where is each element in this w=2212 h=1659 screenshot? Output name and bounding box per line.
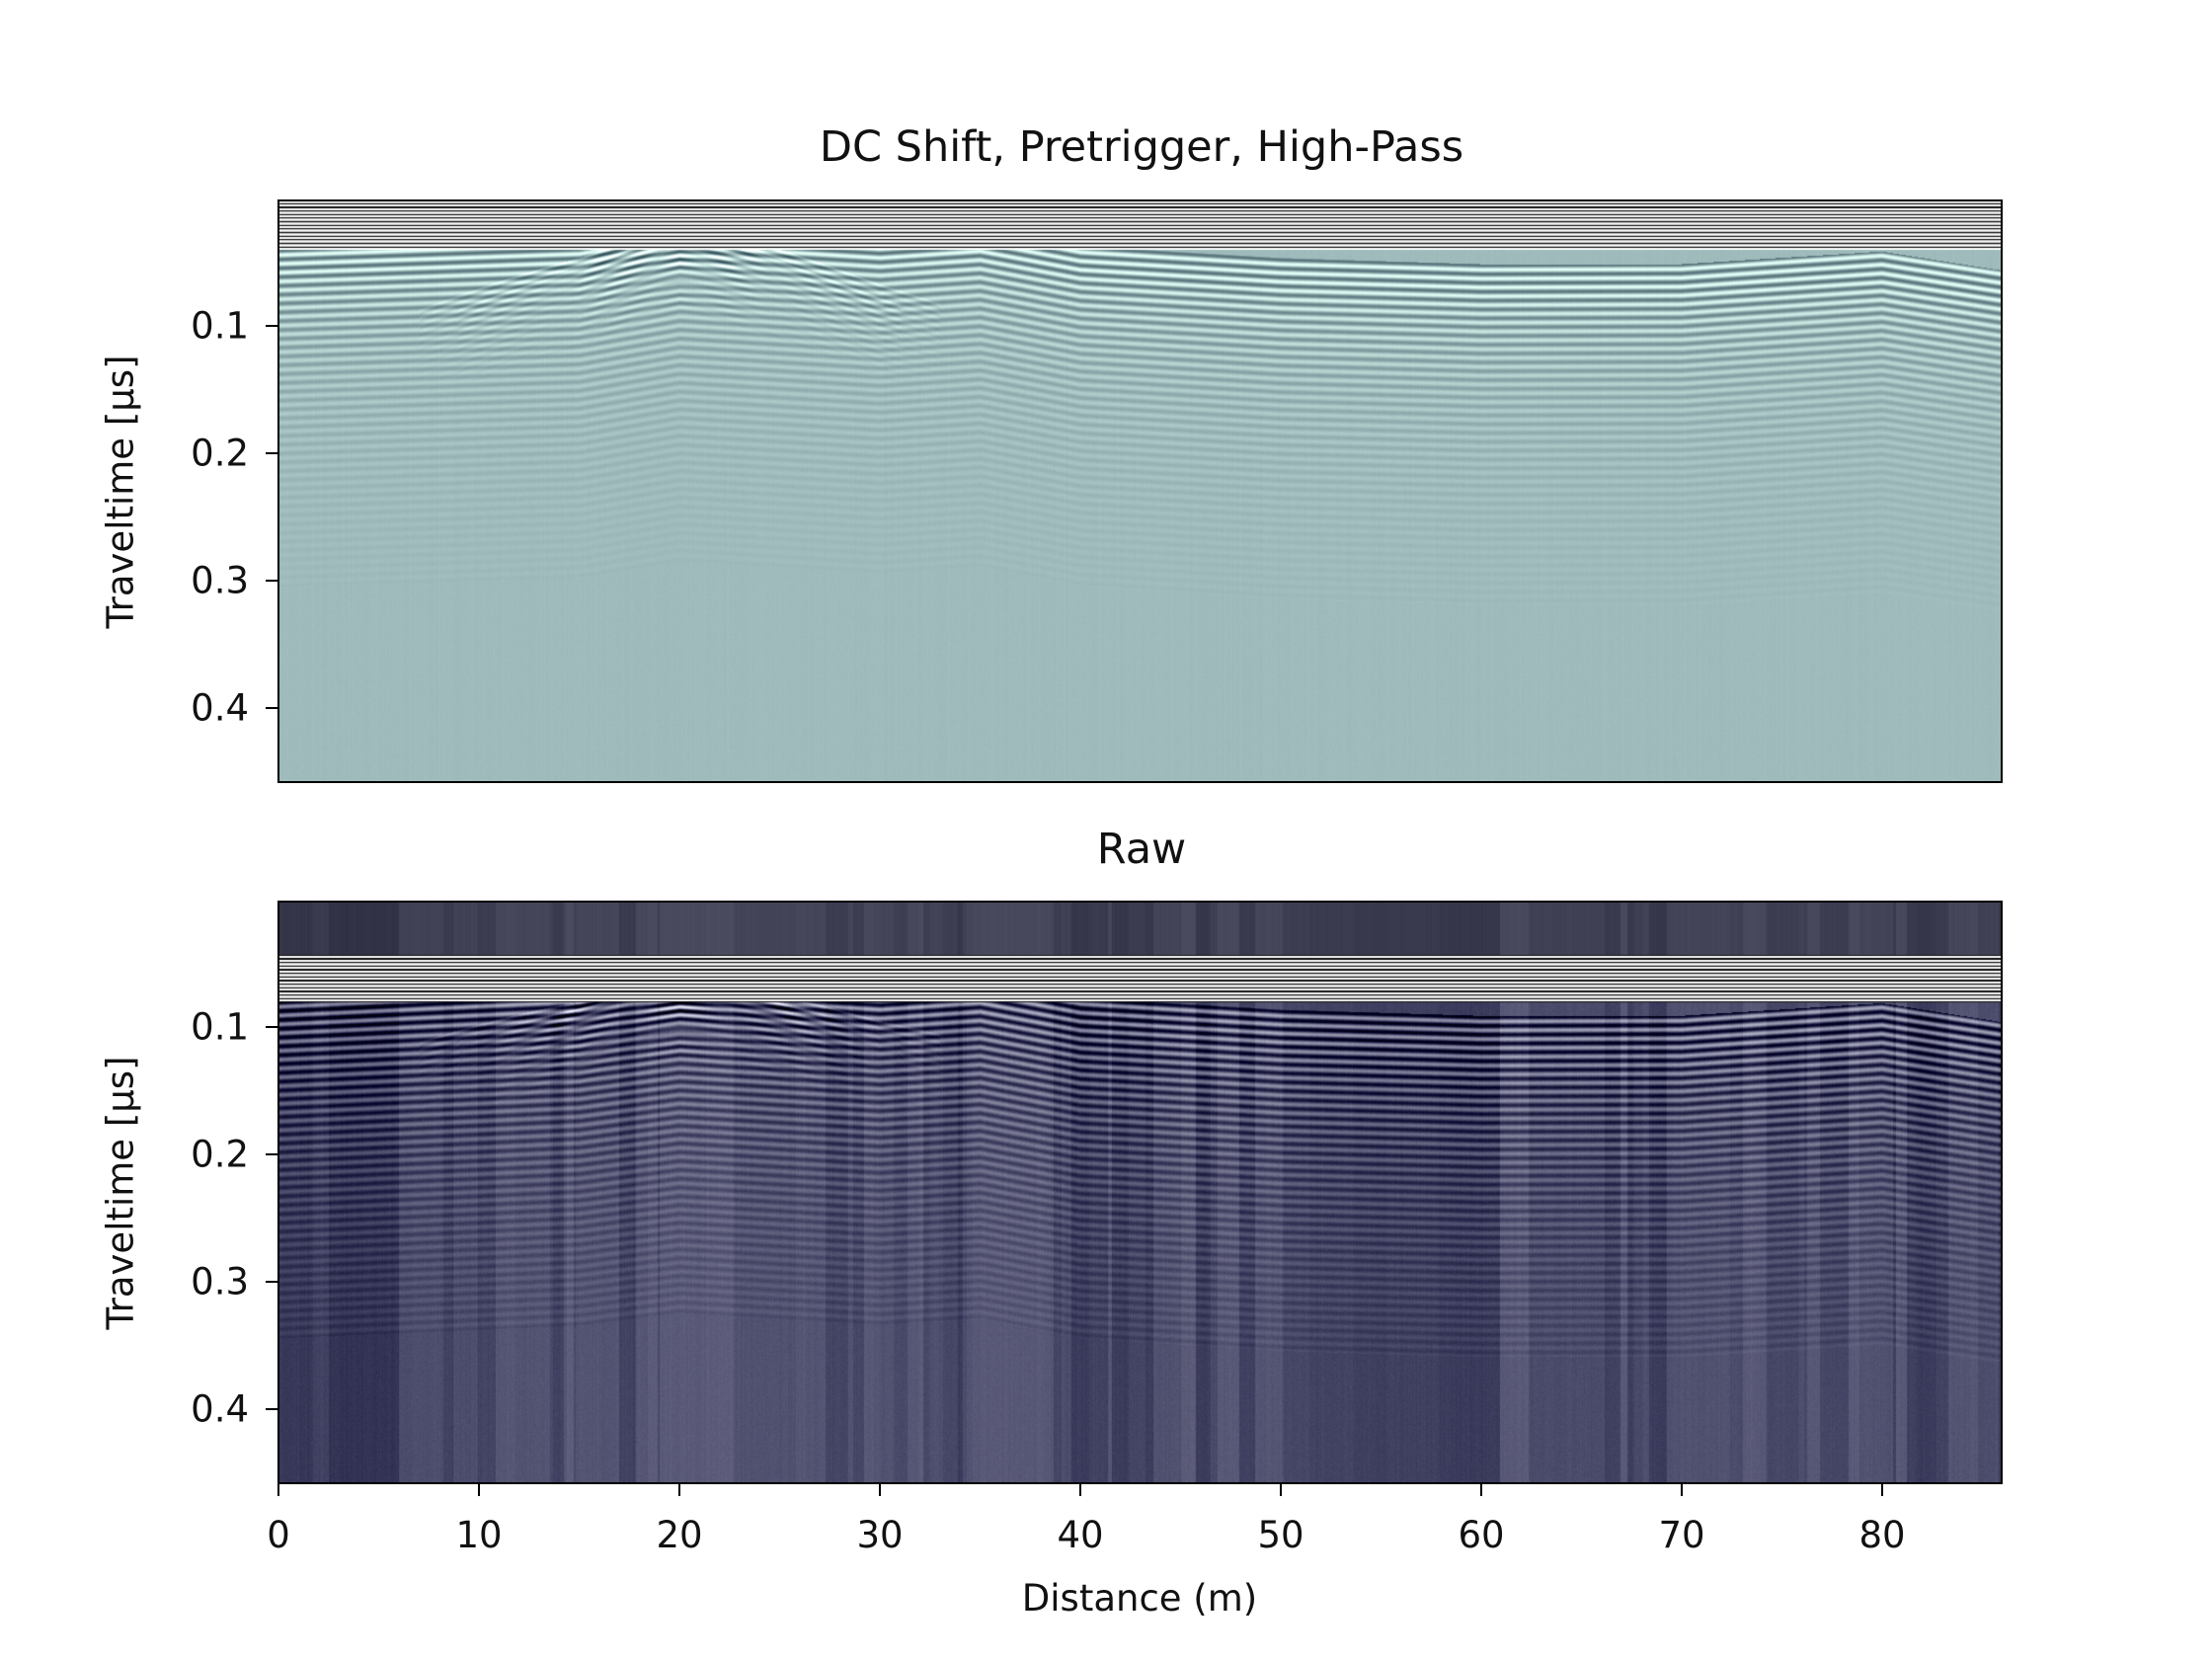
bottom-xtick-label: 40 bbox=[1057, 1514, 1104, 1556]
bottom-radargram-image bbox=[278, 902, 2002, 1483]
bottom-ytick-label: 0.2 bbox=[191, 1133, 249, 1176]
top-ytick-label: 0.2 bbox=[191, 432, 249, 475]
top-ytick-mark bbox=[266, 325, 277, 327]
top-ytick-label: 0.3 bbox=[191, 559, 249, 602]
bottom-xtick-label: 60 bbox=[1458, 1514, 1505, 1556]
bottom-xtick-mark bbox=[678, 1484, 680, 1496]
bottom-panel-title: Raw bbox=[1096, 825, 1187, 874]
bottom-xtick-mark bbox=[277, 1484, 279, 1496]
bottom-xtick-mark bbox=[879, 1484, 881, 1496]
bottom-xtick-label: 70 bbox=[1658, 1514, 1705, 1556]
bottom-ytick-label: 0.3 bbox=[191, 1260, 249, 1304]
bottom-ytick-mark bbox=[266, 1153, 277, 1155]
bottom-ytick-label: 0.4 bbox=[191, 1387, 249, 1431]
bottom-y-axis-label: Traveltime [µs] bbox=[99, 1056, 142, 1330]
top-ytick-label: 0.4 bbox=[191, 686, 249, 730]
bottom-x-axis-label: Distance (m) bbox=[1021, 1577, 1258, 1620]
bottom-xtick-label: 10 bbox=[455, 1514, 503, 1556]
bottom-ytick-mark bbox=[266, 1408, 277, 1410]
bottom-xtick-mark bbox=[1881, 1484, 1883, 1496]
bottom-xtick-mark bbox=[1079, 1484, 1081, 1496]
bottom-ytick-mark bbox=[266, 1281, 277, 1283]
top-radargram-image bbox=[278, 200, 2002, 782]
top-ytick-mark bbox=[266, 452, 277, 454]
bottom-xtick-label: 30 bbox=[856, 1514, 904, 1556]
bottom-ytick-label: 0.1 bbox=[191, 1005, 249, 1049]
bottom-ytick-mark bbox=[266, 1026, 277, 1028]
bottom-xtick-mark bbox=[1681, 1484, 1683, 1496]
bottom-xtick-mark bbox=[478, 1484, 480, 1496]
top-ytick-mark bbox=[266, 580, 277, 582]
bottom-xtick-label: 0 bbox=[267, 1514, 290, 1556]
top-ytick-label: 0.1 bbox=[191, 304, 249, 348]
bottom-xtick-label: 80 bbox=[1858, 1514, 1906, 1556]
bottom-xtick-mark bbox=[1280, 1484, 1282, 1496]
top-y-axis-label: Traveltime [µs] bbox=[99, 355, 142, 629]
top-ytick-mark bbox=[266, 707, 277, 709]
bottom-xtick-mark bbox=[1480, 1484, 1482, 1496]
top-panel-title: DC Shift, Pretrigger, High-Pass bbox=[819, 122, 1464, 172]
bottom-xtick-label: 50 bbox=[1257, 1514, 1304, 1556]
bottom-xtick-label: 20 bbox=[656, 1514, 703, 1556]
